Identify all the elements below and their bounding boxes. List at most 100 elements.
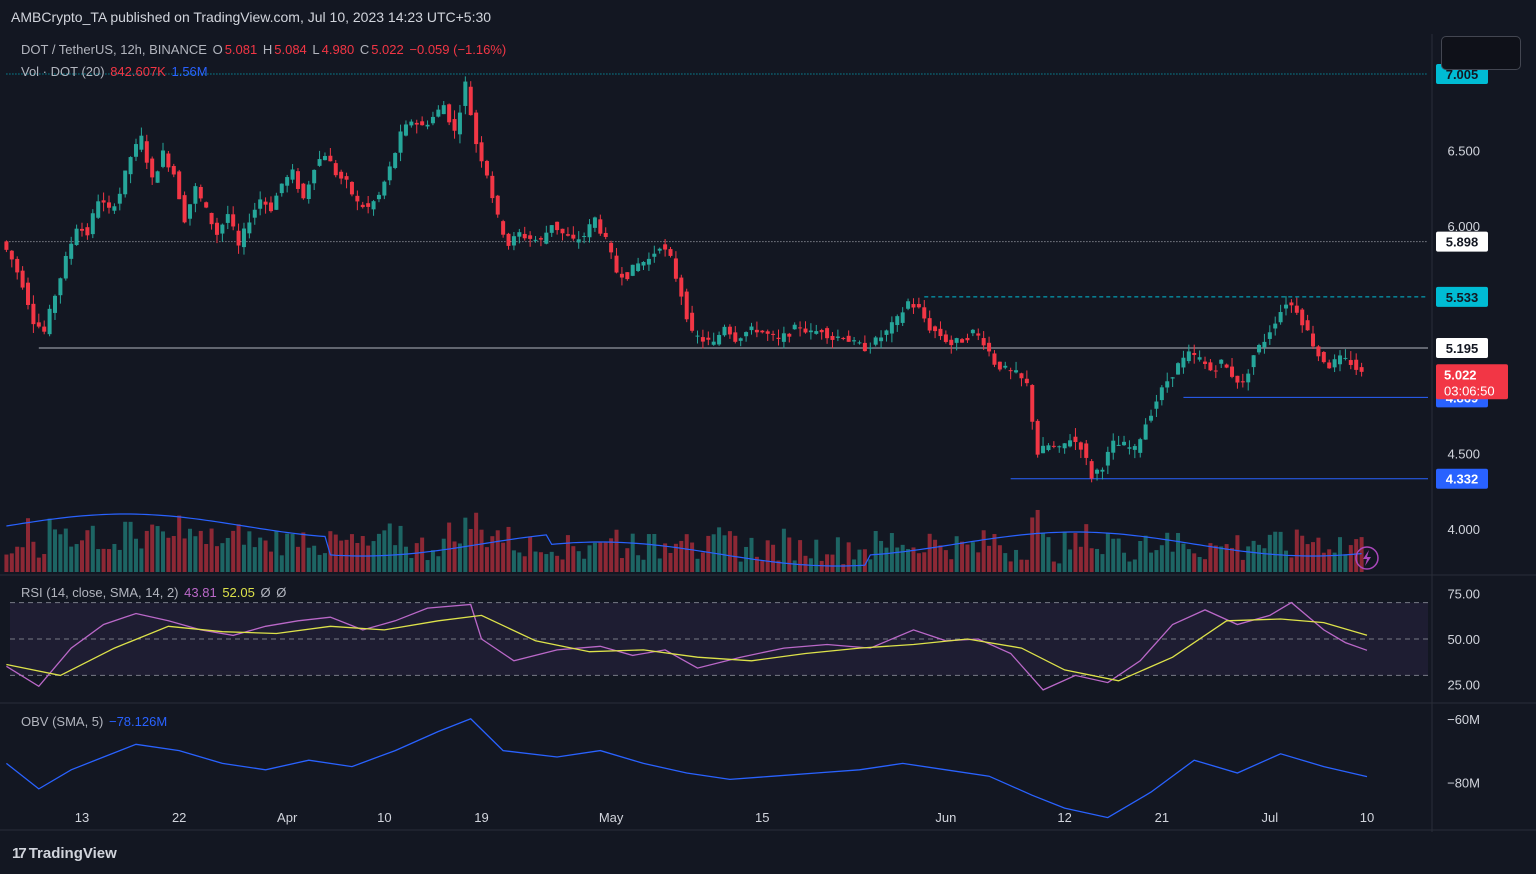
volume-bar [144, 530, 149, 572]
candle-body [976, 333, 981, 336]
volume-bar [47, 518, 52, 572]
candle-body [1186, 351, 1191, 362]
candle-body [889, 322, 894, 334]
volume-bar [133, 538, 138, 572]
candle-body [139, 135, 144, 150]
candle-body [765, 331, 770, 334]
candle-body [1327, 362, 1332, 369]
volume-bar [1321, 552, 1326, 572]
volume-bar [571, 546, 576, 572]
candle-body [123, 170, 128, 195]
candle-body [1008, 370, 1013, 372]
volume-bar [619, 558, 624, 572]
current-price-badge [1436, 364, 1508, 400]
close-value: 5.022 [371, 42, 404, 57]
volume-bar [900, 544, 905, 572]
time-axis-tick: 10 [377, 810, 391, 825]
volume-bar [312, 545, 317, 572]
volume-bar [366, 545, 371, 572]
chart-area[interactable]: 6.500 6.000 4.500 4.000 7.005 5.898 5.533 5.195… [0, 34, 1536, 832]
candle-body [987, 342, 992, 352]
volume-bar [528, 536, 533, 572]
candle-body [9, 250, 14, 260]
volume-bar [495, 530, 500, 572]
volume-bar [398, 525, 403, 572]
volume-bar [981, 530, 986, 572]
publish-header: AMBCrypto_TA published on TradingView.co… [0, 0, 1536, 34]
volume-bar [317, 554, 322, 572]
volume-bar [258, 537, 263, 572]
candle-body [700, 337, 705, 342]
volume-bar [1035, 509, 1040, 572]
volume-bar [63, 528, 68, 572]
candle-body [90, 213, 95, 235]
volume-bar [220, 543, 225, 572]
volume-bar [182, 538, 187, 572]
lightning-icon [1355, 546, 1379, 570]
candle-body [241, 228, 246, 248]
candle-body [517, 232, 522, 237]
candle-body [420, 121, 425, 126]
volume-bar [425, 560, 430, 572]
volume-bar [657, 558, 662, 572]
price-chart-svg[interactable]: 6.500 6.000 4.500 4.000 7.005 5.898 5.533 5.195… [0, 34, 1536, 832]
candle-body [398, 131, 403, 153]
candle-body [268, 202, 273, 212]
candle-body [603, 232, 608, 237]
volume-bar [403, 546, 408, 572]
volume-bar [954, 536, 959, 572]
price-badge-label-3: 5.195 [1446, 341, 1479, 356]
toolbar-placeholder-box[interactable] [1441, 36, 1521, 70]
candle-body [625, 272, 630, 280]
candle-body [1149, 415, 1154, 421]
volume-bar [1246, 546, 1251, 572]
candle-body [1332, 359, 1337, 368]
candle-body [663, 244, 668, 250]
candle-body [339, 171, 344, 179]
volume-bar [80, 540, 84, 572]
time-axis-tick: 19 [474, 810, 488, 825]
candle-body [1073, 436, 1078, 443]
candle-body [798, 327, 803, 329]
volume-bar [328, 531, 333, 572]
volume-bar [857, 549, 862, 572]
volume-bar [484, 547, 489, 572]
volume-bar [69, 546, 74, 572]
candle-body [258, 199, 263, 209]
candle-body [1003, 365, 1008, 368]
candle-body [1014, 370, 1019, 373]
volume-bar [501, 542, 506, 572]
candle-body [792, 324, 797, 330]
tradingview-logo[interactable]: 17 TradingView [12, 845, 117, 862]
candle-body [344, 176, 349, 180]
candle-body [895, 316, 900, 326]
price-badge-label-5: 4.332 [1446, 472, 1479, 487]
candle-body [1262, 341, 1267, 348]
volume-bar [301, 532, 306, 572]
volume-bar [1294, 529, 1299, 572]
volume-bar [1305, 544, 1310, 572]
candle-body [1316, 346, 1321, 357]
candle-body [306, 184, 311, 200]
candle-body [133, 144, 138, 157]
candle-body [69, 243, 74, 259]
volume-bar [1176, 533, 1181, 572]
time-axis-tick: Apr [277, 810, 298, 825]
volume-bar [1143, 535, 1148, 572]
volume-bar [576, 551, 581, 572]
candle-body [474, 112, 479, 145]
volume-bar [166, 537, 171, 572]
obv-axis-tick: −60M [1447, 712, 1480, 727]
candle-body [495, 195, 500, 215]
volume-bar [333, 534, 338, 572]
candle-body [679, 277, 684, 297]
candle-body [819, 329, 824, 333]
candle-body [511, 236, 516, 246]
volume-bar [517, 552, 522, 572]
volume-bar [295, 546, 300, 572]
current-price-countdown: 03:06:50 [1444, 383, 1495, 398]
volume-bar [630, 533, 635, 572]
obv-legend: OBV (SMA, 5) −78.126M [21, 714, 169, 729]
candle-body [144, 141, 149, 163]
candle-body [236, 230, 241, 246]
